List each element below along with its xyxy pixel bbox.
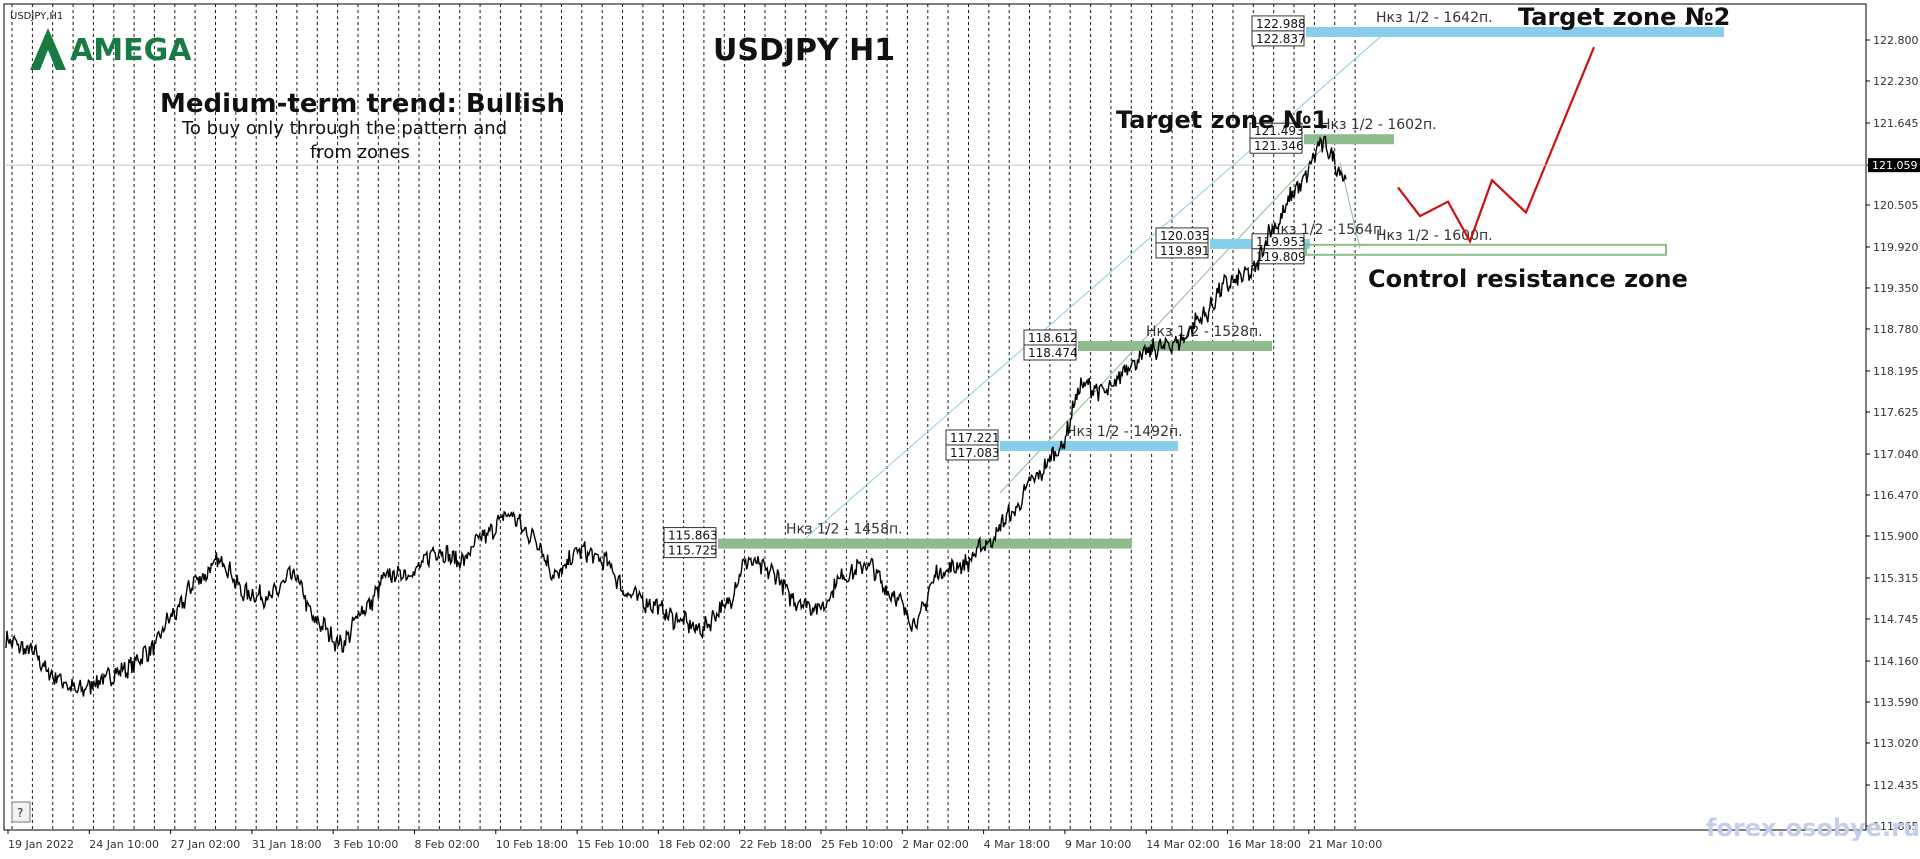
x-tick-label: 21 Mar 10:00	[1309, 838, 1382, 851]
current-price-tag: 121.059	[1868, 158, 1920, 173]
y-tick-label: 113.020	[1873, 737, 1919, 750]
amega-logo-icon	[30, 28, 66, 70]
y-tick-label: 122.800	[1873, 34, 1919, 47]
zone-bottom-box	[945, 444, 999, 461]
control-zone-label: Control resistance zone	[1368, 265, 1688, 293]
zone-bottom-box	[1249, 137, 1303, 154]
zone-rect	[1304, 134, 1394, 145]
zone-bottom-box	[663, 542, 717, 559]
zone-bottom-value: 117.083	[950, 446, 1000, 460]
y-tick-label: 116.470	[1873, 489, 1919, 502]
watermark: forex.osobye.ru	[1706, 814, 1920, 842]
zone-label: Нкз 1/2 - 1492п.	[1066, 424, 1183, 440]
help-button-label: ?	[17, 806, 23, 820]
zone-top-value: 121.493	[1254, 124, 1304, 138]
zone-label: Нкз 1/2 - 1458п.	[786, 522, 903, 538]
x-tick-label: 16 Mar 18:00	[1228, 838, 1301, 851]
zone-bottom-value: 121.346	[1254, 139, 1304, 153]
y-tick-label: 115.315	[1873, 572, 1919, 585]
helper-lines	[799, 32, 1386, 544]
forecast-path	[1397, 46, 1596, 244]
zone-bottom-value: 119.809	[1256, 250, 1306, 264]
x-tick-label: 10 Feb 18:00	[496, 838, 568, 851]
x-tick-label: 3 Feb 10:00	[333, 838, 398, 851]
helper-line-green	[1339, 162, 1361, 249]
trend-note-line1: To buy only through the pattern and	[181, 118, 507, 139]
price-line	[5, 135, 1347, 697]
x-axis: 19 Jan 2022 24 Jan 10:00 27 Jan 02:00 31 Ja…	[7, 830, 1382, 851]
y-tick-label: 112.435	[1873, 779, 1919, 792]
y-axis: 122.800 122.230 121.645 121.059 120.505 119.9…	[1866, 34, 1919, 833]
y-tick-label: 115.900	[1873, 530, 1919, 543]
y-tick-label: 118.780	[1873, 323, 1919, 336]
zone-bottom-box	[1023, 344, 1077, 361]
x-tick-label: 27 Jan 02:00	[171, 838, 241, 851]
zone-rect	[1078, 340, 1272, 351]
zone-bottom-value: 122.837	[1256, 32, 1306, 46]
y-tick-label: 111.865	[1873, 820, 1919, 833]
y-tick-label: 114.745	[1873, 613, 1919, 626]
zone-bottom-box	[1251, 248, 1305, 265]
current-price-label: 121.059	[1872, 159, 1918, 172]
y-tick-label: 117.625	[1873, 406, 1919, 419]
zone-top-value: 118.612	[1028, 331, 1078, 345]
price-series	[5, 135, 1347, 697]
zone-rect	[1305, 243, 1667, 256]
y-tick-label: 121.645	[1873, 117, 1919, 130]
x-tick-label: 22 Feb 18:00	[740, 838, 812, 851]
amega-logo: AMEGA	[30, 28, 192, 70]
target-zone-1-label: Target zone №1	[1116, 106, 1328, 134]
x-tick-label: 14 Mar 02:00	[1146, 838, 1219, 851]
x-tick-label: 18 Feb 02:00	[658, 838, 730, 851]
zone-top-value: 117.221	[950, 431, 1000, 445]
zone-bottom-box	[1251, 30, 1305, 47]
zone-rect	[718, 538, 1132, 549]
x-tick-label: 31 Jan 18:00	[252, 838, 322, 851]
x-tick-label: 9 Mar 10:00	[1065, 838, 1131, 851]
zone-label: Нкз 1/2 - 1528п.	[1146, 324, 1263, 340]
zone-bottom-box	[1155, 242, 1209, 259]
x-tick-label: 4 Mar 18:00	[984, 838, 1050, 851]
zone-rect	[1000, 440, 1178, 451]
help-button[interactable]: ?	[11, 801, 31, 823]
y-tick-label: 114.160	[1873, 655, 1919, 668]
x-tick-label: 2 Mar 02:00	[902, 838, 968, 851]
y-tick-label: 118.195	[1873, 365, 1919, 378]
forecast-line	[1397, 46, 1596, 244]
target-zone-2-label: Target zone №2	[1518, 3, 1730, 31]
zone-bottom-value: 119.891	[1160, 244, 1210, 258]
zone-top-value: 119.953	[1256, 235, 1306, 249]
zone-bottom-value: 115.725	[668, 544, 718, 558]
x-tick-label: 24 Jan 10:00	[89, 838, 159, 851]
zone-bottom-value: 118.474	[1028, 346, 1078, 360]
helper-line-blue	[799, 32, 1386, 544]
x-tick-label: 19 Jan 2022	[8, 838, 74, 851]
y-tick-label: 113.590	[1873, 696, 1919, 709]
y-tick-label: 122.230	[1873, 75, 1919, 88]
logo-text: AMEGA	[70, 33, 192, 68]
zone-top-value: 120.035	[1160, 229, 1210, 243]
x-tick-label: 15 Feb 10:00	[577, 838, 649, 851]
y-tick-label: 120.505	[1873, 199, 1919, 212]
y-tick-label: 119.920	[1873, 241, 1919, 254]
chart-title: USDJPY H1	[713, 33, 895, 68]
zone-label: Нкз 1/2 - 1602п.	[1320, 117, 1437, 133]
zone-label: Нкз 1/2 - 1600п.	[1376, 228, 1493, 244]
y-tick-label: 117.040	[1873, 448, 1919, 461]
zone-top-value: 115.863	[668, 529, 718, 543]
x-tick-label: 25 Feb 10:00	[821, 838, 893, 851]
zone-rect	[1306, 26, 1724, 37]
y-tick-label: 119.350	[1873, 282, 1919, 295]
helper-line-green	[999, 140, 1331, 494]
trend-note-line2: from zones	[310, 142, 410, 163]
symbol-label: USDJPY,H1	[10, 11, 63, 22]
x-tick-label: 8 Feb 02:00	[415, 838, 480, 851]
zone-label: Нкз 1/2 - 1642п.	[1376, 10, 1493, 26]
zone-top-value: 122.988	[1256, 17, 1306, 31]
trend-label: Medium-term trend: Bullish	[160, 89, 565, 119]
